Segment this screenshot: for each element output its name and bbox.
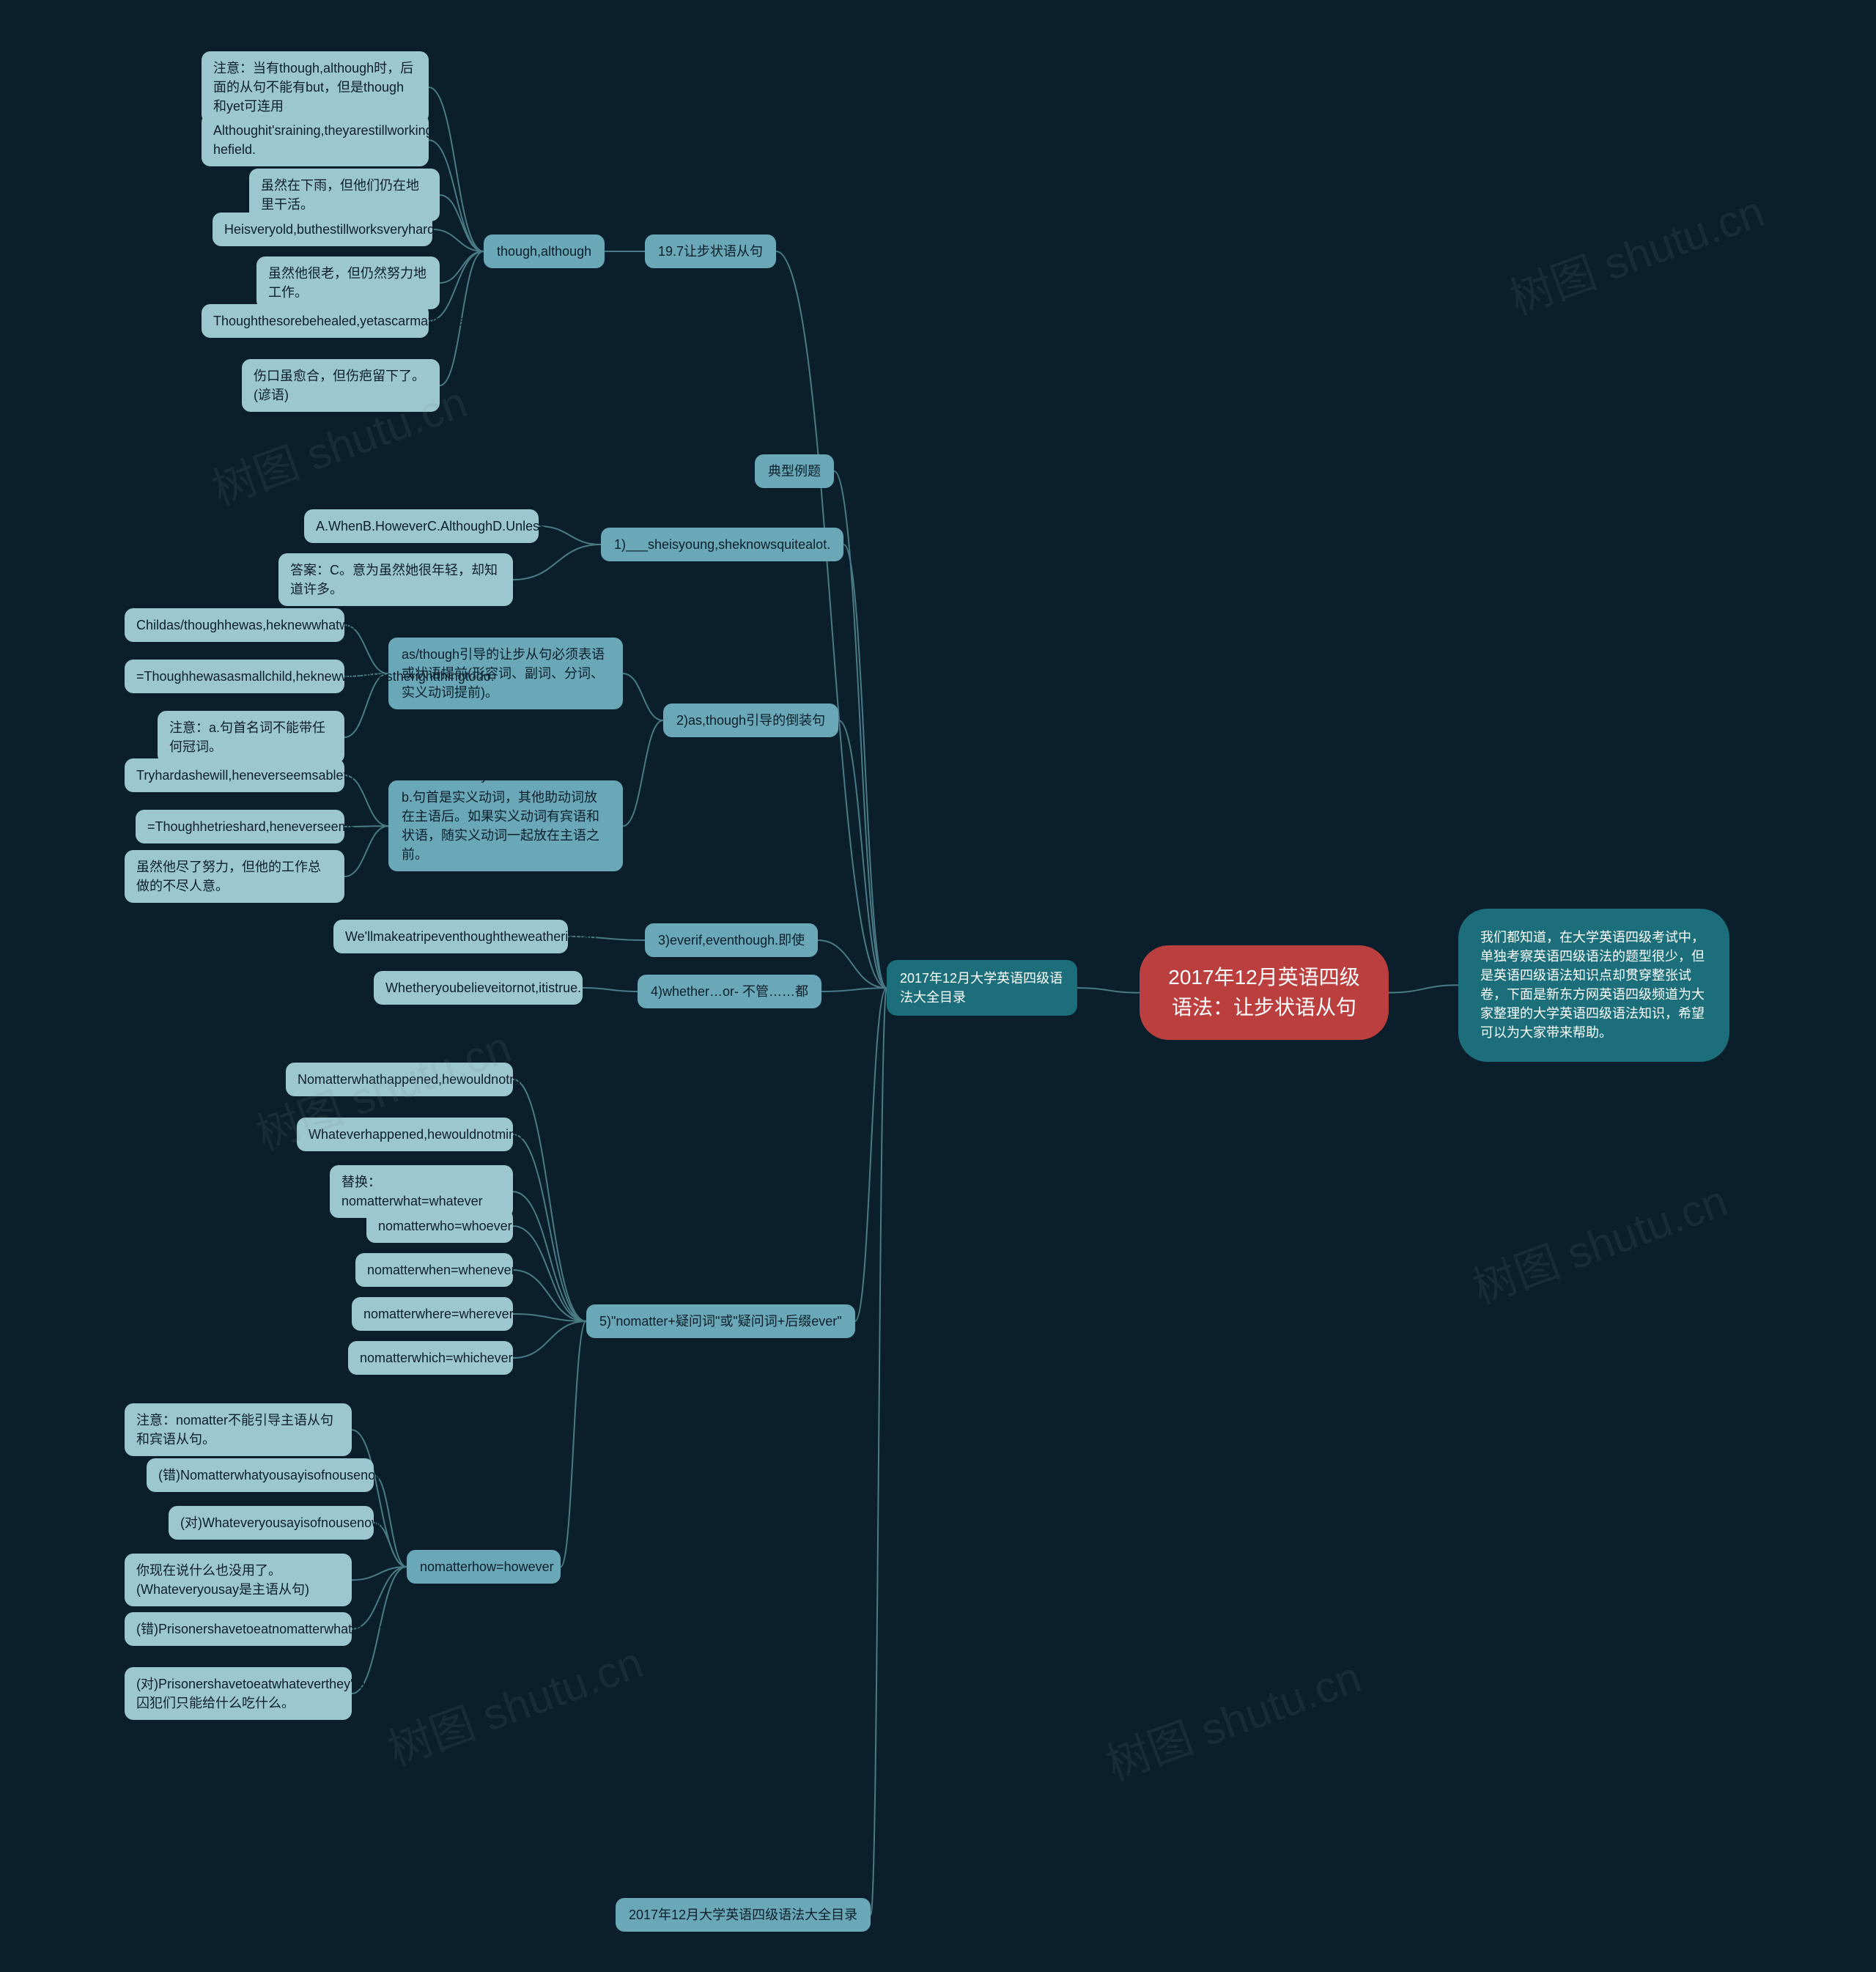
- mindmap-node-ta6: Thoughthesorebehealed,yetascarmayremain.: [202, 304, 429, 338]
- edge: [352, 1430, 407, 1567]
- mindmap-node-s2a3: 注意：a.句首名词不能带任何冠词。: [158, 711, 344, 764]
- mindmap-node-s1b: 答案：C。意为虽然她很年轻，却知道许多。: [278, 553, 513, 606]
- mindmap-node-s2a2: =Thoughhewasasmallchild,heknewwhatwasthe…: [125, 660, 344, 693]
- mindmap-node-s3: 3)everif,eventhough.即使: [645, 923, 818, 957]
- edge: [1077, 988, 1140, 993]
- mindmap-node-root: 2017年12月英语四级语法：让步状语从句: [1140, 945, 1389, 1040]
- mindmap-node-s5n4: nomatterwho=whoever: [366, 1209, 513, 1243]
- mindmap-node-s1a: A.WhenB.HoweverC.AlthoughD.Unless: [304, 509, 539, 543]
- edge: [440, 251, 484, 283]
- mindmap-node-s2b2: =Thoughhetrieshard,heneverseems...: [136, 810, 344, 843]
- edge: [352, 1567, 407, 1580]
- edge: [583, 988, 638, 991]
- mindmap-node-s5n7: nomatterwhich=whichever: [348, 1341, 513, 1375]
- watermark: 树图 shutu.cn: [378, 1627, 650, 1778]
- mindmap-node-desc: 我们都知道，在大学英语四级考试中，单独考察英语四级语法的题型很少，但是英语四级语…: [1458, 909, 1729, 1062]
- mindmap-node-s197: 19.7让步状语从句: [645, 235, 776, 268]
- mindmap-node-s4: 4)whether…or- 不管……都: [638, 975, 821, 1008]
- mindmap-node-s_dir: 2017年12月大学英语四级语法大全目录: [616, 1898, 871, 1932]
- mindmap-node-s5n6: nomatterwhere=wherever: [352, 1297, 513, 1331]
- edge: [539, 526, 601, 544]
- edge: [821, 988, 887, 991]
- mindmap-node-ta4: Heisveryold,buthestillworksveryhard.: [213, 213, 432, 246]
- edge: [432, 229, 484, 251]
- mindmap-node-s5n5: nomatterwhen=whenever: [355, 1253, 513, 1287]
- mindmap-node-s5n2: Whateverhappened,hewouldnotmind.: [297, 1118, 513, 1151]
- mindmap-node-s5n1: Nomatterwhathappened,hewouldnotmind.: [286, 1063, 513, 1096]
- mindmap-node-s5h4: 你现在说什么也没用了。(Whateveryousay是主语从句): [125, 1554, 352, 1606]
- edge: [513, 1226, 586, 1321]
- mindmap-node-s2b3: 虽然他尽了努力，但他的工作总做的不尽人意。: [125, 850, 344, 903]
- edge: [1389, 985, 1458, 992]
- mindmap-node-s5h3: (对)Whateveryousayisofnousenow.: [169, 1506, 374, 1540]
- edge: [561, 1321, 586, 1567]
- watermark: 树图 shutu.cn: [1463, 1165, 1735, 1316]
- edge: [513, 1270, 586, 1321]
- watermark: 树图 shutu.cn: [1096, 1642, 1368, 1792]
- edge: [838, 720, 887, 988]
- mindmap-node-s_ex: 典型例题: [755, 454, 834, 488]
- mindmap-node-hub: 2017年12月大学英语四级语法大全目录: [887, 960, 1077, 1016]
- watermark: 树图 shutu.cn: [1499, 176, 1771, 327]
- mindmap-node-s5h2: (错)Nomatterwhatyousayisofnousenow.: [147, 1458, 374, 1492]
- edge: [855, 988, 887, 1321]
- edge: [513, 544, 601, 580]
- mindmap-node-s5: 5)"nomatter+疑问词"或"疑问词+后缀ever": [586, 1304, 855, 1338]
- edge: [871, 988, 887, 1915]
- mindmap-node-s2b1: Tryhardashewill,heneverseemsabletodothew…: [125, 758, 344, 792]
- edge: [440, 195, 484, 251]
- mindmap-node-ta1: 注意：当有though,although时，后面的从句不能有but，但是thou…: [202, 51, 429, 123]
- mindmap-node-s2: 2)as,though引导的倒装句: [663, 704, 838, 737]
- edge: [513, 1192, 586, 1321]
- mindmap-node-s5h1: 注意：nomatter不能引导主语从句和宾语从句。: [125, 1403, 352, 1456]
- edge: [843, 544, 887, 988]
- mindmap-node-s5h: nomatterhow=however: [407, 1550, 561, 1584]
- mindmap-node-ta7: 伤口虽愈合，但伤疤留下了。(谚语): [242, 359, 440, 412]
- edge: [513, 1321, 586, 1358]
- mindmap-node-ta2: Althoughit'sraining,theyarestillworkingi…: [202, 114, 429, 166]
- mindmap-node-s2a1: Childas/thoughhewas,heknewwhatwastherigh…: [125, 608, 344, 642]
- edge: [623, 673, 663, 720]
- edge: [513, 1079, 586, 1321]
- edge: [513, 1314, 586, 1321]
- mindmap-node-s3a: We'llmakeatripeventhoughtheweatherisbad.: [333, 920, 568, 953]
- edge: [352, 1567, 407, 1629]
- edge: [818, 940, 887, 988]
- edge: [513, 1134, 586, 1321]
- mindmap-node-s5h6: (对)Prisonershavetoeatwhateverthey'regive…: [125, 1667, 352, 1720]
- edge: [776, 251, 887, 988]
- mindmap-node-s2b: b.句首是实义动词，其他助动词放在主语后。如果实义动词有宾语和状语，随实义动词一…: [388, 780, 623, 871]
- mindmap-node-s5h5: (错)Prisonershavetoeatnomatterwhatthey're…: [125, 1612, 352, 1646]
- edge: [623, 720, 663, 826]
- mindmap-node-ta: though,although: [484, 235, 605, 268]
- mindmap-node-s1: 1)___sheisyoung,sheknowsquitealot.: [601, 528, 843, 561]
- mindmap-node-s4a: Whetheryoubelieveitornot,itistrue.: [374, 971, 583, 1005]
- mindmap-node-ta5: 虽然他很老，但仍然努力地工作。: [256, 256, 440, 309]
